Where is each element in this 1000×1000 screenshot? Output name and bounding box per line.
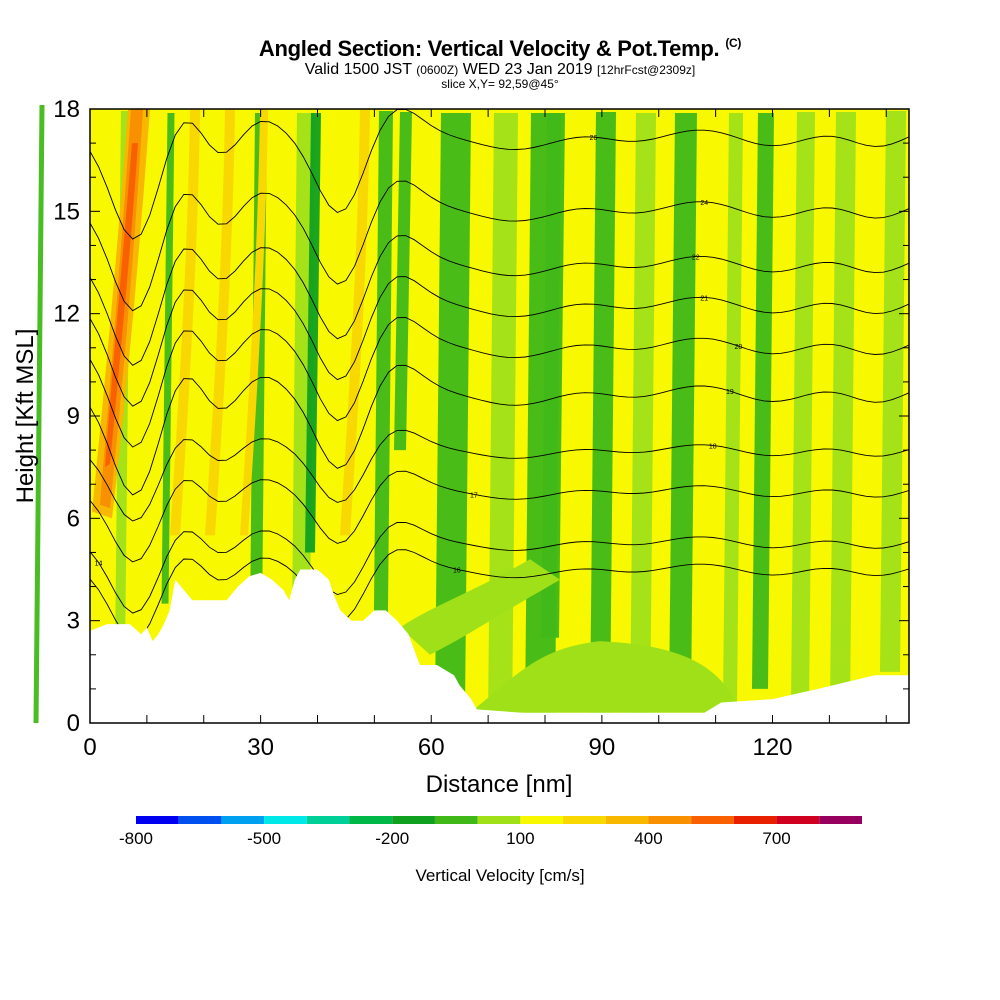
isentrope-label: 21 xyxy=(700,295,708,302)
isentrope-line xyxy=(89,364,910,496)
terrain-mask xyxy=(90,569,909,723)
isentrope-label: 17 xyxy=(470,492,478,499)
isentrope-label: 24 xyxy=(700,200,708,207)
colorbar-swatch xyxy=(136,816,179,824)
colorbar-swatch xyxy=(605,816,649,824)
colorbar-swatch xyxy=(264,816,307,824)
colorbar-tick-label: -200 xyxy=(375,829,409,848)
y-tick-label: 0 xyxy=(67,710,80,737)
isentrope-line xyxy=(89,521,910,614)
isentrope-line xyxy=(89,429,910,522)
colorbar-tick-label: -500 xyxy=(247,829,281,848)
updraft-band xyxy=(340,109,370,536)
chart-title: Angled Section: Vertical Velocity & Pot.… xyxy=(0,36,1000,62)
updraft-band xyxy=(240,109,268,536)
velocity-plume xyxy=(435,113,471,706)
velocity-plume xyxy=(880,111,906,672)
x-tick-label: 30 xyxy=(247,734,274,761)
isentrope-line xyxy=(89,180,910,312)
isentrope-lines: 14 16 17 18 19 20 21 22 24 26 xyxy=(89,108,910,641)
colorbar: -800 -500 -200 100 400 700 xyxy=(119,816,862,848)
y-tick-label: 15 xyxy=(53,198,80,225)
isentrope-label: 22 xyxy=(692,254,700,261)
colorbar-swatch xyxy=(776,816,820,824)
colorbar-tick-label: 700 xyxy=(762,829,790,848)
updraft-band-peak xyxy=(105,143,138,468)
x-tick-label: 90 xyxy=(589,734,616,761)
colorbar-swatch xyxy=(221,816,265,824)
isentrope-label: 20 xyxy=(734,344,742,351)
isentrope-label: 26 xyxy=(589,135,597,142)
velocity-plume xyxy=(373,111,393,706)
velocity-plume xyxy=(161,113,175,604)
isentrope-line xyxy=(89,317,910,448)
y-tick-label: 3 xyxy=(67,608,80,635)
colorbar-swatch xyxy=(178,816,222,824)
velocity-plume xyxy=(305,113,321,553)
colorbar-tick-label: 100 xyxy=(506,829,534,848)
isentrope-label: 16 xyxy=(453,567,461,574)
velocity-plume xyxy=(590,112,616,713)
valid-time-line: Valid 1500 JST (0600Z) WED 23 Jan 2019 [… xyxy=(0,61,1000,79)
title-text: Angled Section: Vertical Velocity & Pot.… xyxy=(258,36,720,61)
colorbar-tick-label: -800 xyxy=(119,829,153,848)
date-label: WED 23 Jan 2019 xyxy=(462,61,593,78)
y-tick-label: 12 xyxy=(53,301,80,328)
x-tick-label: 120 xyxy=(752,734,792,761)
x-tick-label: 0 xyxy=(83,734,96,761)
utc-label: (0600Z) xyxy=(416,63,459,77)
colorbar-swatch xyxy=(648,816,692,824)
isentrope-line xyxy=(89,470,910,563)
velocity-plume xyxy=(791,112,815,706)
colorbar-swatch xyxy=(477,816,521,824)
x-axis-label: Distance [nm] xyxy=(426,771,573,798)
velocity-plume xyxy=(669,113,697,703)
velocity-plume xyxy=(525,113,561,713)
forecast-label: [12hrFcst@2309z] xyxy=(597,63,696,77)
y-axis: 0 3 6 9 12 15 18 xyxy=(53,96,909,737)
slice-label: slice X,Y= 92,59@45° xyxy=(441,77,559,91)
colorbar-swatch xyxy=(306,816,350,824)
y-tick-label: 6 xyxy=(67,505,80,532)
isentrope-label: 19 xyxy=(726,389,734,396)
isentrope-line xyxy=(89,549,910,641)
downdraft-tongue xyxy=(400,559,560,655)
y-tick-label: 18 xyxy=(53,96,80,123)
low-level-downdraft xyxy=(470,641,740,713)
isentrope-line xyxy=(89,276,910,407)
isentrope-label: 14 xyxy=(95,560,103,567)
isentrope-label: 18 xyxy=(709,443,717,450)
isentrope-line xyxy=(89,235,910,366)
terrain-fill xyxy=(90,569,909,723)
colorbar-swatch xyxy=(520,816,564,824)
velocity-plume xyxy=(33,105,45,723)
title-unit: (C) xyxy=(725,36,742,50)
colorbar-swatch xyxy=(691,816,734,824)
x-axis: 0 30 60 90 120 xyxy=(83,109,887,761)
colorbar-label: Vertical Velocity [cm/s] xyxy=(415,866,584,885)
velocity-plume xyxy=(830,112,856,706)
colorbar-swatch xyxy=(733,816,777,824)
isentrope-line xyxy=(89,108,910,240)
y-axis-label: Height [Kft MSL] xyxy=(12,329,39,504)
colorbar-swatch xyxy=(434,816,478,824)
y-tick-label: 9 xyxy=(67,403,80,430)
colorbar-swatch xyxy=(392,816,435,824)
colorbar-swatch xyxy=(819,816,862,824)
x-tick-label: 60 xyxy=(418,734,445,761)
updraft-band xyxy=(170,109,200,536)
colorbar-swatch xyxy=(349,816,393,824)
colorbar-swatch xyxy=(563,816,606,824)
colorbar-tick-label: 400 xyxy=(634,829,662,848)
updraft-band xyxy=(205,109,235,536)
valid-label: Valid 1500 JST xyxy=(304,61,412,78)
